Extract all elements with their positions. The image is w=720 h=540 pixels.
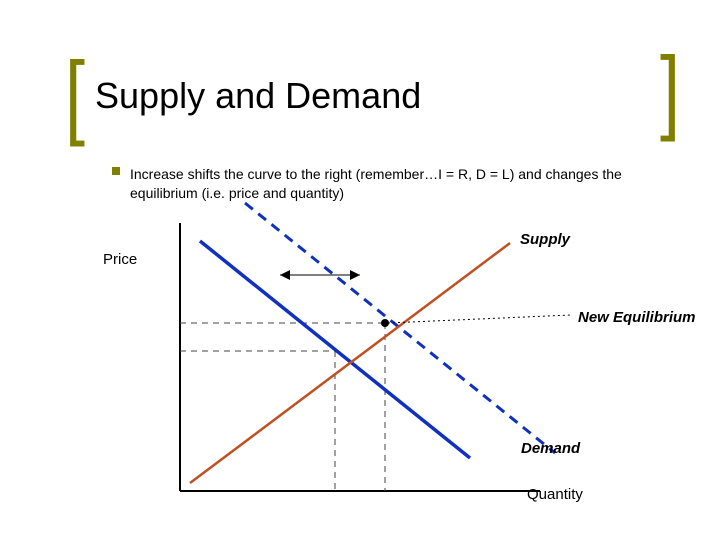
title-block: [ Supply and Demand [65, 60, 421, 132]
new-equilibrium-label: New Equilibrium [578, 309, 696, 326]
subtitle-text: Increase shifts the curve to the right (… [130, 165, 660, 203]
supply-label: Supply [520, 231, 570, 248]
price-axis-label: Price [103, 251, 137, 268]
bracket-left-icon: [ [65, 49, 85, 143]
bracket-right-icon: ] [660, 44, 680, 138]
page-title: Supply and Demand [95, 75, 421, 117]
demand-label: Demand [521, 440, 580, 457]
quantity-axis-label: Quantity [527, 486, 583, 503]
bullet-icon [112, 167, 120, 175]
supply-demand-chart [160, 223, 580, 503]
